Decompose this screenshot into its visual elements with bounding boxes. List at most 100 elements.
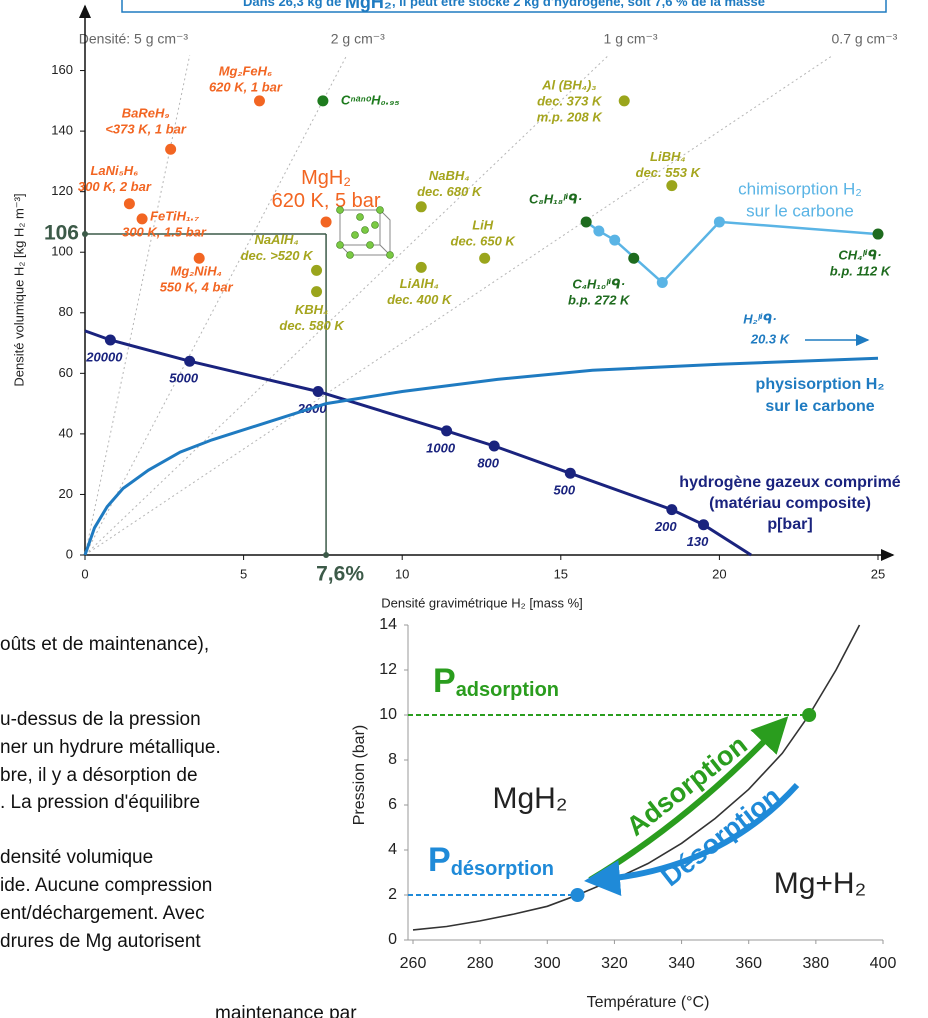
x-tick-label: 20 [712,566,726,581]
reference-dot [82,231,88,237]
series-label: hydrogène gazeux comprimé [679,474,900,491]
x-tick-label: 340 [668,955,695,972]
crystal-atom [387,252,394,259]
pressure-label: Pdésorption [428,841,554,880]
data-point [194,253,205,264]
point-label: m.p. 208 K [537,109,604,124]
pressure-p: P [428,841,451,879]
point-label: dec. 373 K [537,93,603,108]
pressure-sub: désorption [451,858,554,880]
series-label: (matériau composite) [709,495,871,512]
point-label: BaReH₉ [122,106,170,121]
data-point [619,95,630,106]
document-line: ner un hydrure métallique. [0,737,221,758]
point-label: b.p. 112 K [830,263,892,278]
point-label: 550 K, 4 bar [160,280,234,295]
x-tick-label: 15 [554,566,568,581]
pressure-label: 800 [477,455,499,470]
y-axis-title: Densité volumique H₂ [kg H₂ m⁻³] [11,193,26,386]
banner-part: Dans 26,3 kg de [243,0,345,9]
equilibrium-point [571,888,585,902]
series-marker [666,504,677,515]
crystal-atom [367,242,374,249]
y-tick-label: 80 [59,304,73,319]
x-tick-label: 380 [803,955,830,972]
y-tick-label: 160 [51,62,73,77]
data-point [581,216,592,227]
data-point [416,262,427,273]
y-tick-label: 2 [388,886,397,903]
pressure-label: 130 [687,534,709,549]
series-marker [565,468,576,479]
series-marker [714,216,725,227]
pressure-label: 1000 [426,440,456,455]
x-tick-label: 25 [871,566,885,581]
point-label: Mg₂NiH₄ [171,264,222,279]
data-point [165,144,176,155]
phase-label: Mg+H₂ [774,867,867,900]
y-tick-label: 12 [379,661,397,678]
point-label: <373 K, 1 bar [105,122,187,137]
point-label: LiAlH₄ [400,276,439,291]
data-point [137,213,148,224]
y-tick-label: 0 [388,931,397,948]
pressure-label: 200 [654,519,677,534]
series-marker [313,386,324,397]
pressure-label: Padsorption [433,662,559,701]
annotation: H₂ˡⁱᑫ· [743,311,777,326]
x-axis-title: Température (°C) [587,994,710,1011]
crystal-atom [362,227,369,234]
y-tick-label: 6 [388,796,397,813]
document-line: bre, il y a désorption de [0,765,198,786]
point-label: KBH₄ [295,302,328,317]
series-marker [593,226,604,237]
y-tick-label: 10 [379,706,397,723]
point-label: dec. 553 K [636,165,702,180]
document-line: ent/déchargement. Avec [0,903,205,924]
x-tick-label: 10 [395,566,409,581]
point-label: dec. >520 K [241,248,315,263]
x-tick-label: 300 [534,955,561,972]
density-label: Densité: 5 g cm⁻³ [79,31,189,47]
document-line: . La pression d'équilibre [0,792,200,813]
point-label: 620 K, 5 bar [272,190,381,212]
point-label: dec. 650 K [451,234,517,249]
point-label: LiBH₄ [650,149,686,164]
point-label: C₄H₁₀ˡⁱᑫ· [572,277,625,292]
y-tick-label: 20 [59,486,73,501]
series-marker [657,277,668,288]
series-marker [441,425,452,436]
series-marker [609,235,620,246]
phase-label: MgH₂ [493,782,568,815]
pressure-label: 20000 [85,349,123,364]
figure: Dans 26,3 kg de MgH₂ , il peut être stock… [0,0,928,1018]
point-label: dec. 680 K [417,184,483,199]
point-label: b.p. 272 K [568,293,631,308]
y-axis-title: Pression (bar) [351,725,368,825]
x-axis-title: Densité gravimétrique H₂ [mass %] [381,595,583,610]
y-tick-label: 60 [59,365,73,380]
x-tick-label: 260 [400,955,427,972]
data-point [628,253,639,264]
document-line: drures de Mg autorisent [0,931,201,952]
point-label: CH₄ˡⁱᑫ· [838,247,881,262]
point-label: dec. 400 K [387,292,453,307]
series-label: sur le carbone [746,201,854,220]
data-point [254,95,265,106]
crystal-icon [337,207,394,259]
series-label: sur le carbone [765,398,874,415]
series-label: p[bar] [767,516,812,533]
pressure-label: 500 [553,483,575,498]
point-label: C₈H₁₈ˡⁱᑫ· [529,191,582,206]
crystal-atom [337,207,344,214]
point-label: NaBH₄ [429,168,470,183]
point-label: FeTiH₁.₇ [150,208,199,223]
document-line: densité volumique [0,847,153,868]
point-label: MgH₂ [301,167,351,189]
document-line: u-dessus de la pression [0,709,201,730]
series-marker [105,335,116,346]
banner-part: , il peut être stocké 2 kg d'hydrogène, … [392,0,765,9]
y-tick-label: 4 [388,841,397,858]
x-tick-label: 0 [81,566,88,581]
data-point [479,253,490,264]
